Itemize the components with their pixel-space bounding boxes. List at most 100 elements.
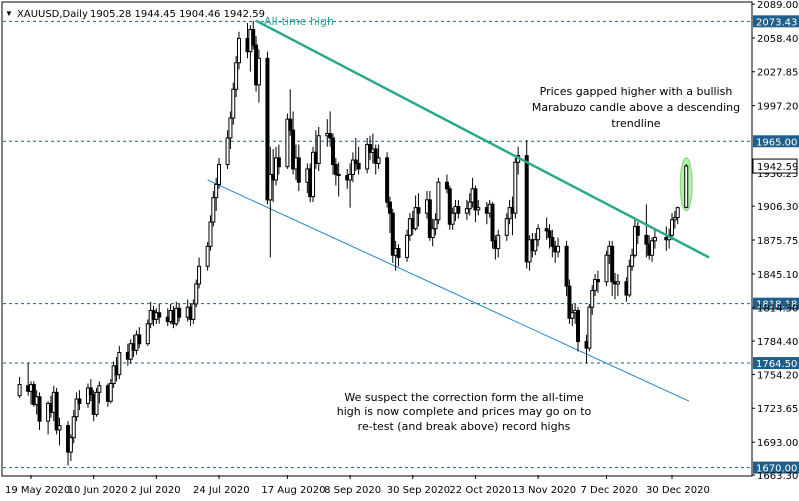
- y-tick-label: 1906.30: [757, 202, 798, 213]
- bear-candle: [157, 312, 162, 318]
- bear-candle: [54, 391, 59, 431]
- level-label: 1764.50: [756, 359, 797, 370]
- y-tick-label: 1814.50: [757, 304, 798, 315]
- bear-candle: [265, 57, 270, 201]
- bull-candle: [556, 245, 561, 253]
- support-trendline[interactable]: [207, 179, 690, 402]
- chart-header-arrow[interactable]: ▼: [5, 9, 13, 18]
- bull-candle: [228, 117, 233, 139]
- bear-candle: [456, 206, 461, 214]
- bull-candle: [430, 228, 435, 239]
- bear-candle: [276, 157, 281, 168]
- bear-candle: [336, 173, 341, 177]
- bear-candle: [547, 230, 552, 239]
- y-tick-label: 1997.20: [757, 102, 798, 113]
- bull-candle: [652, 237, 657, 242]
- bear-candle: [416, 207, 421, 214]
- current-price-label: 1942.59: [757, 162, 798, 173]
- bull-candle: [225, 137, 230, 165]
- bear-candle: [444, 181, 449, 190]
- bull-candle: [496, 234, 501, 250]
- bull-candle: [587, 306, 592, 349]
- outlook-annotation-line-2: high is now complete and prices may go o…: [337, 405, 592, 418]
- bear-candle: [550, 237, 555, 247]
- bull-candle: [436, 181, 441, 221]
- level-label-box: [753, 461, 799, 474]
- bear-candle: [77, 398, 82, 404]
- x-tick-label: 8 Sep 2020: [324, 485, 381, 496]
- bull-candle: [672, 217, 677, 221]
- level-label-box: [753, 297, 799, 310]
- bull-candle: [117, 352, 122, 376]
- x-tick-label: 13 Nov 2020: [512, 485, 576, 496]
- bull-candle: [593, 279, 598, 292]
- bear-candle: [291, 129, 296, 170]
- bull-candle: [311, 151, 316, 198]
- bull-candle: [17, 384, 22, 397]
- bull-candle: [285, 118, 290, 168]
- bear-candle: [288, 118, 293, 131]
- bull-candle: [97, 385, 102, 393]
- bear-candle: [544, 228, 549, 232]
- y-tick-label: 1784.40: [757, 337, 798, 348]
- current-price-box: [752, 158, 798, 174]
- bull-candle: [536, 228, 541, 241]
- candles: [17, 20, 689, 466]
- level-label-box: [753, 357, 799, 370]
- bull-candle: [256, 57, 261, 86]
- bull-candle: [316, 135, 321, 164]
- bear-candle: [567, 285, 572, 319]
- x-tick-label: 30 Dec 2020: [646, 485, 710, 496]
- level-label: 1818.18: [756, 300, 797, 311]
- bull-candle: [268, 173, 273, 201]
- bear-candle: [373, 148, 378, 164]
- bull-candle: [234, 62, 239, 90]
- bull-candle: [208, 221, 213, 247]
- bull-candle: [211, 197, 216, 223]
- bull-candle: [194, 283, 199, 305]
- bull-candle: [632, 225, 637, 256]
- x-tick-label: 22 Oct 2020: [449, 485, 511, 496]
- bull-candle: [197, 265, 202, 285]
- bear-candle: [251, 29, 256, 46]
- bear-candle: [177, 307, 182, 318]
- bull-candle: [128, 343, 133, 360]
- level-label: 1670.00: [756, 464, 797, 475]
- bull-candle: [590, 290, 595, 308]
- bull-candle: [274, 157, 279, 181]
- bear-candle: [644, 234, 649, 245]
- x-tick-label: 24 Jul 2020: [193, 485, 250, 496]
- bull-candle: [74, 398, 79, 418]
- chart-header-ohlc: 1905.28 1944.45 1904.46 1942.59: [90, 9, 265, 20]
- y-tick-label: 2027.85: [757, 68, 798, 79]
- bull-candle: [413, 207, 418, 230]
- y-tick-label: 2089.00: [757, 0, 798, 11]
- y-tick-label: 1723.65: [757, 404, 798, 415]
- bull-candle: [513, 161, 518, 214]
- level-label: 1965.00: [756, 137, 797, 148]
- bear-candle: [333, 163, 338, 175]
- outlook-annotation-line-3: re-test (and break above) record highs: [358, 420, 571, 433]
- bull-candle: [191, 303, 196, 320]
- y-tick-label: 1875.75: [757, 236, 798, 247]
- bull-candle: [405, 234, 410, 258]
- horizontal-levels: 2073.43 1965.00 1818.18 1764.50 1670.00: [3, 15, 799, 475]
- y-tick-label: 1936.25: [757, 169, 798, 180]
- y-tick-label: 1845.10: [757, 270, 798, 281]
- bull-candle: [231, 88, 236, 119]
- bear-candle: [37, 396, 42, 422]
- bull-candle: [684, 165, 689, 208]
- bull-candle: [214, 183, 219, 199]
- resistance-trendline[interactable]: [255, 19, 710, 259]
- bear-candle: [31, 384, 36, 406]
- gap-annotation-line-2: Marabuzo candle above a descending: [532, 101, 740, 114]
- bear-candle: [328, 133, 333, 139]
- bull-candle: [217, 163, 222, 185]
- bull-candle: [450, 212, 455, 225]
- bear-candle: [385, 157, 390, 203]
- bear-candle: [387, 201, 392, 214]
- bull-candle: [68, 437, 73, 453]
- bull-candle: [348, 173, 353, 181]
